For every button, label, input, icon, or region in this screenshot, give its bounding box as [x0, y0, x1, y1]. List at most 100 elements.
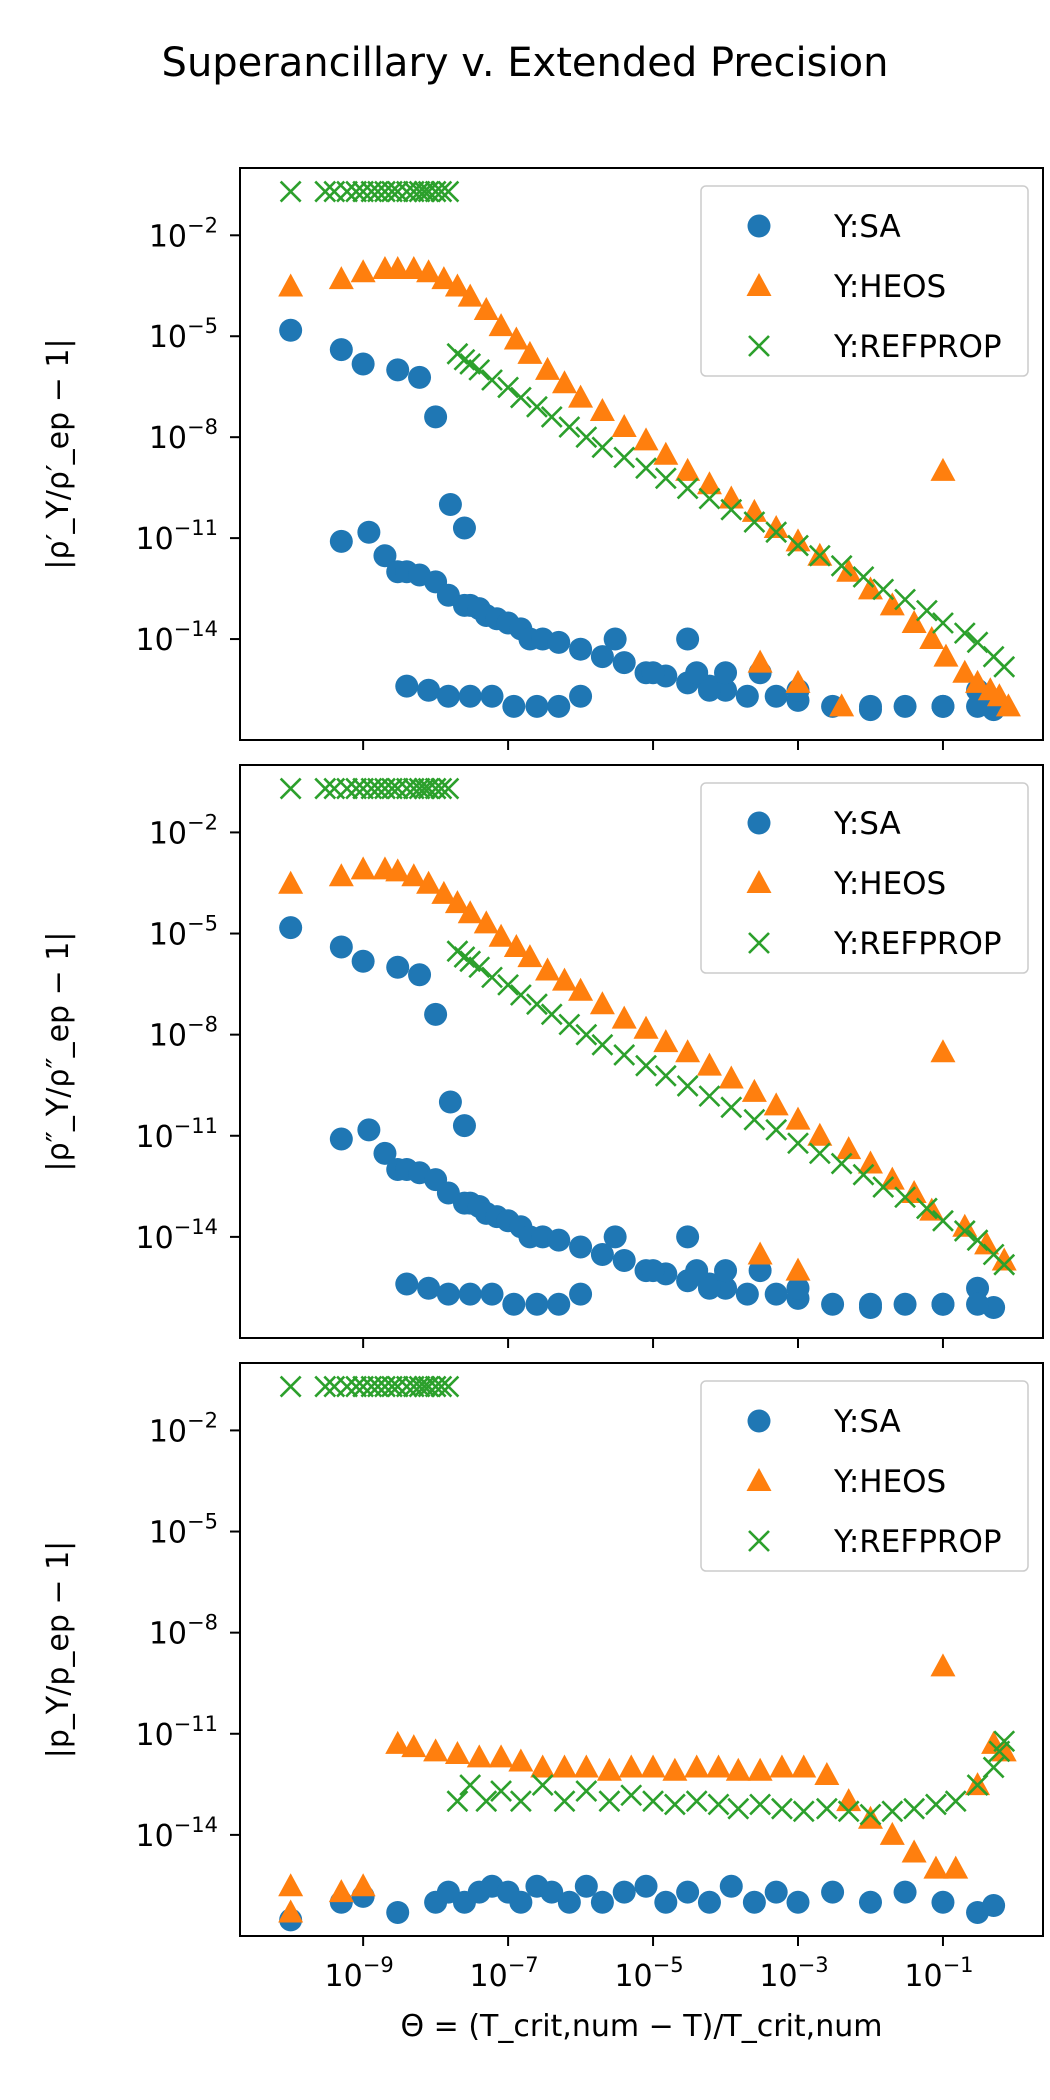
- data-point-heos: [466, 1744, 492, 1768]
- data-point-heos: [943, 1855, 969, 1879]
- data-point-heos: [416, 259, 442, 283]
- data-point-heos: [401, 863, 427, 887]
- y-axis-label: |ρ′_Y/ρ′_ep − 1|: [41, 338, 76, 569]
- data-point-heos: [675, 1039, 701, 1063]
- data-point-sa: [395, 674, 419, 698]
- data-point-refprop: [894, 1186, 916, 1209]
- data-point-heos: [278, 1873, 304, 1897]
- data-point-sa: [748, 1259, 772, 1283]
- data-point-heos: [551, 370, 577, 394]
- data-point-sa: [395, 1272, 419, 1296]
- data-point-refprop: [575, 426, 598, 449]
- data-point-sa: [858, 1890, 882, 1914]
- data-point-sa: [408, 365, 432, 389]
- data-point-heos: [508, 1748, 534, 1772]
- data-point-sa: [557, 1890, 581, 1914]
- data-point-sa: [502, 694, 526, 718]
- data-point-heos: [769, 1754, 795, 1778]
- data-point-refprop: [727, 1797, 750, 1820]
- data-point-refprop: [575, 1780, 598, 1802]
- panel-3: 10−14 10−11 10−8 10−5 10−2 10−9 10−7 10−5 10−3 10…: [41, 1362, 1044, 2044]
- series-y-sa: [279, 916, 1006, 1320]
- y-tick-label: 10−5: [149, 1510, 218, 1551]
- data-point-heos: [741, 498, 767, 522]
- panel-2: 10−14 10−11 10−8 10−5 10−2 |ρ″_Y/ρ″_ep − 1| Y:…: [41, 764, 1044, 1348]
- data-point-refprop: [944, 1790, 967, 1813]
- data-point-sa: [436, 684, 460, 708]
- data-point-refprop: [437, 1375, 460, 1398]
- data-point-refprop: [430, 777, 453, 800]
- data-point-sa: [641, 1259, 665, 1283]
- data-point-refprop: [676, 477, 699, 500]
- data-point-refprop: [953, 622, 976, 645]
- data-point-refprop: [894, 588, 916, 611]
- data-point-heos: [930, 457, 956, 481]
- y-tick-label: 10−14: [135, 617, 218, 658]
- data-point-heos: [747, 1757, 773, 1781]
- data-point-refprop: [526, 395, 548, 418]
- data-point-heos: [385, 858, 411, 882]
- data-point-refprop: [966, 1774, 989, 1797]
- data-point-sa: [574, 1874, 598, 1898]
- data-point-heos: [995, 693, 1021, 717]
- y-axis-label: |p_Y/p_ep − 1|: [41, 1541, 76, 1759]
- data-point-refprop: [497, 973, 520, 996]
- data-point-refprop: [314, 777, 337, 800]
- data-point-heos: [991, 1738, 1017, 1762]
- legend-label: Y:SA: [833, 1404, 901, 1440]
- data-point-refprop: [591, 436, 614, 459]
- data-point-heos: [725, 1757, 751, 1781]
- data-point-refprop: [481, 966, 503, 989]
- series-y-sa: [279, 318, 1006, 722]
- data-point-sa: [742, 1890, 766, 1914]
- data-point-heos: [901, 610, 927, 634]
- data-point-sa: [386, 358, 410, 382]
- data-point-heos: [350, 1873, 376, 1897]
- data-point-sa: [603, 1225, 627, 1249]
- legend-label: Y:SA: [833, 209, 901, 245]
- data-point-heos: [662, 1757, 688, 1781]
- data-point-refprop: [408, 777, 431, 800]
- data-point-sa: [417, 1276, 441, 1300]
- data-point-sa: [634, 1874, 658, 1898]
- data-point-heos: [488, 313, 514, 337]
- data-point-refprop: [685, 1790, 708, 1813]
- data-point-heos: [785, 1257, 811, 1281]
- data-point-sa: [438, 492, 462, 516]
- data-point-sa: [764, 1880, 788, 1904]
- data-point-heos: [633, 1015, 659, 1039]
- legend-label: Y:REFPROP: [833, 926, 1002, 962]
- data-point-sa: [735, 684, 759, 708]
- data-point-sa: [386, 1900, 410, 1924]
- data-point-heos: [530, 1754, 556, 1778]
- data-point-refprop: [336, 180, 358, 203]
- x-axis-label: Θ = (T_crit,num − T)/T_crit,num: [401, 2009, 883, 2044]
- data-point-refprop: [497, 376, 520, 399]
- y-tick-label: 10−8: [149, 1611, 218, 1652]
- y-tick-label: 10−11: [135, 1712, 218, 1753]
- data-point-heos: [879, 1821, 905, 1845]
- data-point-heos: [836, 1788, 862, 1812]
- data-point-sa: [329, 1127, 353, 1151]
- data-point-refprop: [413, 180, 436, 203]
- data-point-refprop: [808, 1142, 831, 1165]
- data-point-sa: [612, 1880, 636, 1904]
- data-point-refprop: [837, 1800, 860, 1823]
- data-point-sa: [525, 694, 549, 718]
- legend-marker: [747, 214, 771, 238]
- axes-frame: [239, 1362, 1044, 1937]
- data-point-refprop: [815, 1797, 838, 1820]
- data-point-sa: [966, 694, 990, 718]
- data-point-refprop: [872, 1176, 895, 1199]
- data-point-heos: [718, 1065, 744, 1089]
- data-point-sa: [547, 1228, 571, 1252]
- data-point-heos: [763, 514, 789, 538]
- data-point-heos: [596, 1757, 622, 1781]
- axes-frame: [239, 167, 1044, 741]
- data-point-refprop: [490, 1780, 512, 1802]
- data-point-heos: [589, 397, 615, 421]
- data-point-sa: [590, 1890, 614, 1914]
- data-point-heos: [473, 910, 499, 934]
- data-point-refprop: [787, 534, 809, 557]
